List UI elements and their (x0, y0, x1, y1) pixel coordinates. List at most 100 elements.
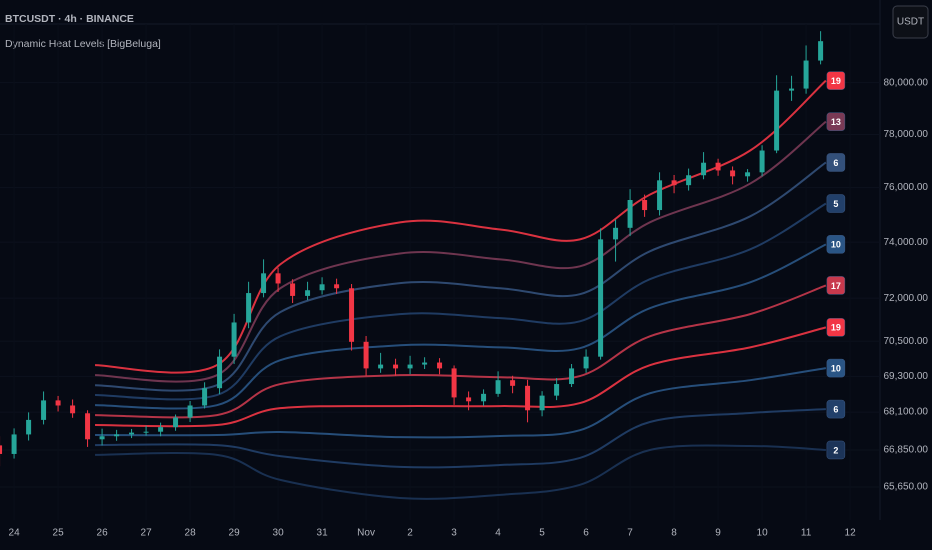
heat-tag (826, 194, 846, 213)
candle-body (627, 200, 633, 228)
heat-tag-label: 2 (833, 445, 838, 455)
candle-body (114, 434, 120, 437)
y-tick-label: 70,500.00 (884, 336, 929, 347)
candle-body (554, 384, 560, 396)
candle-body (481, 393, 487, 402)
candle-body (231, 322, 237, 357)
candle-body (539, 395, 545, 411)
x-tick-label: 31 (317, 528, 329, 539)
candle-body (363, 341, 369, 369)
x-tick-label: 30 (273, 528, 285, 539)
symbol-title: BTCUSDT · 4h · BINANCE (5, 13, 134, 25)
y-tick-label: 80,000.00 (884, 77, 929, 88)
currency-button-label[interactable]: USDT (897, 17, 924, 28)
candle-body (789, 88, 795, 91)
x-tick-label: 12 (845, 528, 857, 539)
plot-area: 19 13 6 5 10 17 19 10 6 2 (0, 24, 880, 520)
x-tick-label: 5 (539, 528, 545, 539)
candle-body (730, 170, 736, 177)
heat-tag (826, 153, 846, 172)
y-tick-label: 66,850.00 (884, 445, 929, 456)
candle-body (715, 162, 721, 171)
heat-tag-label: 17 (831, 281, 841, 291)
x-tick-label: 25 (53, 528, 65, 539)
x-tick-label: 6 (583, 528, 589, 539)
heat-tag-label: 13 (831, 117, 841, 127)
y-tick-label: 76,000.00 (884, 182, 929, 193)
y-tick-label: 68,100.00 (884, 407, 929, 418)
currency-button[interactable] (892, 5, 929, 39)
candle-body (305, 290, 311, 296)
indicator-name: Dynamic Heat Levels [BigBeluga] (5, 38, 161, 50)
candle-body (290, 283, 296, 296)
heat-tag-label: 19 (831, 76, 841, 86)
candle-body (275, 273, 281, 284)
candle-body (99, 436, 105, 440)
heat-tag (826, 440, 846, 460)
candle-body (217, 356, 223, 389)
x-tick-label: 10 (757, 528, 769, 539)
candle-body (349, 288, 355, 342)
x-tick-label: 4 (495, 528, 501, 539)
candle-body (437, 362, 443, 369)
heat-level-line (95, 202, 827, 401)
candle-body (510, 380, 516, 386)
candle-body (158, 427, 164, 432)
candle-body (422, 362, 428, 365)
y-tick-label: 74,000.00 (884, 237, 929, 248)
heat-tag (826, 276, 846, 295)
candle-body (393, 364, 399, 369)
heat-level-line (95, 408, 826, 469)
candle-body (319, 284, 325, 291)
y-tick-label: 78,000.00 (884, 129, 929, 140)
heat-tag-label: 6 (833, 158, 838, 168)
candle-body (745, 172, 751, 177)
heat-tag (826, 318, 846, 337)
heat-level-line (95, 284, 827, 419)
candle-body (26, 419, 32, 435)
candle-body (261, 273, 267, 294)
heat-tag (826, 71, 846, 90)
heat-tag-label: 10 (831, 363, 841, 373)
candle-body (11, 434, 17, 454)
candle-body (613, 227, 619, 240)
candle-body (70, 405, 76, 414)
candle-body (583, 356, 589, 369)
candle-body (202, 388, 208, 406)
candle-body (759, 150, 765, 173)
candle-body (85, 413, 91, 440)
x-tick-label: Nov (357, 528, 375, 539)
candle-body (569, 368, 575, 385)
heat-level-line (95, 120, 827, 383)
heat-level-line (95, 243, 827, 410)
heat-tag (826, 358, 846, 378)
candle-body (598, 239, 604, 357)
candle-body (378, 364, 384, 369)
candle-body (55, 400, 61, 406)
candle-body (129, 432, 135, 435)
candle-body (407, 364, 413, 369)
candle-body (774, 90, 780, 151)
x-tick-label: 9 (715, 528, 721, 539)
x-tick-label: 26 (97, 528, 109, 539)
heat-level-line (95, 161, 827, 392)
x-tick-label: 3 (451, 528, 457, 539)
heat-tag (826, 235, 846, 254)
candle-body (246, 293, 252, 323)
x-tick-label: 8 (671, 528, 677, 539)
y-tick-label: 65,650.00 (884, 482, 929, 493)
heat-tag (826, 399, 846, 419)
candle-body (143, 431, 149, 433)
candle-body (466, 397, 472, 402)
candle-body (41, 400, 47, 420)
candle-body (671, 180, 677, 186)
y-tick-label: 69,300.00 (884, 371, 929, 382)
x-tick-label: 28 (185, 528, 197, 539)
x-tick-label: 2 (407, 528, 413, 539)
heat-tag-label: 5 (833, 199, 838, 209)
candle-body (173, 417, 179, 428)
candle-body (818, 41, 824, 61)
heat-tag-label: 6 (833, 404, 838, 414)
